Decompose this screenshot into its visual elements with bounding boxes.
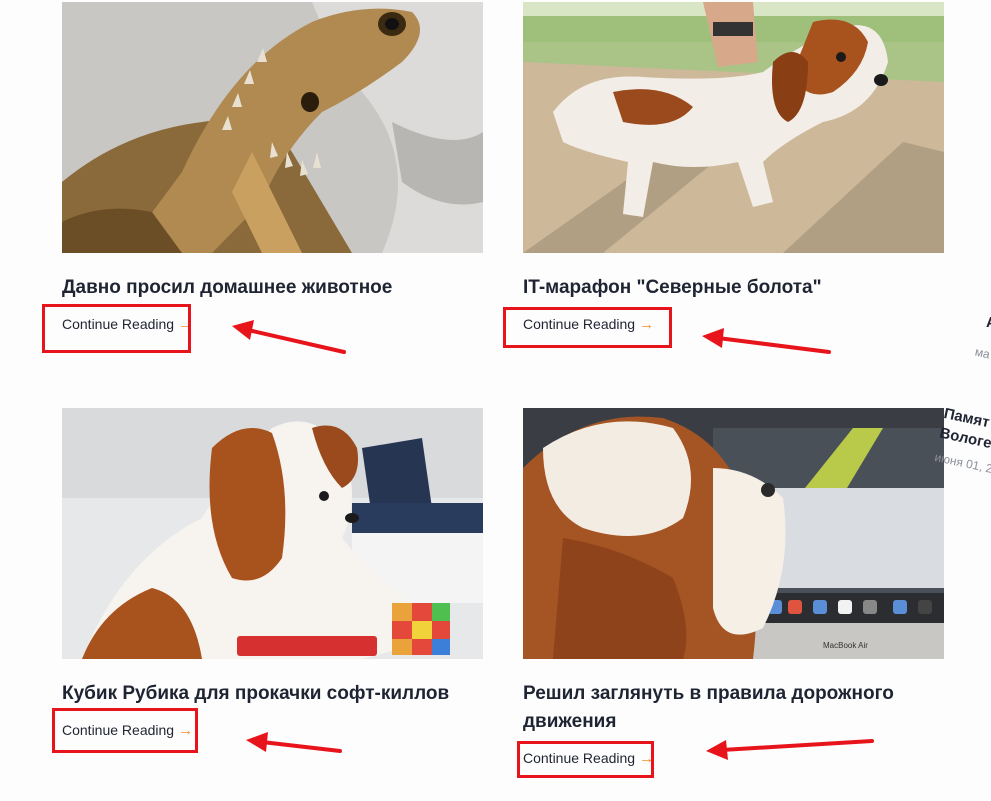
post-thumbnail-spaniel-with-rubiks-cube[interactable] (62, 408, 483, 659)
post-card: MacBook Air Решил заглянуть в правила до… (523, 408, 945, 778)
highlight-box (42, 304, 191, 353)
post-thumbnail-spaniel-in-park[interactable] (523, 2, 944, 253)
post-thumbnail-bearded-dragon[interactable] (62, 2, 483, 253)
arrow-right-icon: → (178, 722, 194, 739)
continue-reading-link[interactable]: Continue Reading → (62, 722, 194, 739)
arrow-right-icon: → (639, 750, 655, 767)
highlight-box (52, 708, 198, 753)
continue-reading-link[interactable]: Continue Reading → (523, 316, 655, 333)
post-card: IT-марафон "Северные болота" Continue Re… (523, 2, 945, 333)
continue-reading-link[interactable]: Continue Reading → (523, 750, 655, 767)
post-title[interactable]: Кубик Рубика для прокачки софт-киллов (62, 683, 450, 704)
laptop-label: MacBook Air (823, 641, 868, 650)
highlight-box (517, 741, 654, 778)
arrow-right-icon: → (639, 316, 655, 333)
post-title[interactable]: IT-марафон "Северные болота" (523, 277, 822, 298)
side-peek-heading: А (986, 314, 991, 331)
highlight-box (503, 307, 672, 348)
post-card: Давно просил домашнее животное Continue … (62, 2, 484, 333)
post-card: Кубик Рубика для прокачки софт-киллов Co… (62, 408, 484, 748)
side-peek-meta: ма (973, 344, 991, 362)
post-title[interactable]: Давно просил домашнее животное (62, 277, 393, 298)
post-title[interactable]: Решил заглянуть в правила дорожного движ… (523, 683, 894, 732)
post-thumbnail-spaniel-in-front-of-laptop[interactable]: MacBook Air (523, 408, 944, 659)
